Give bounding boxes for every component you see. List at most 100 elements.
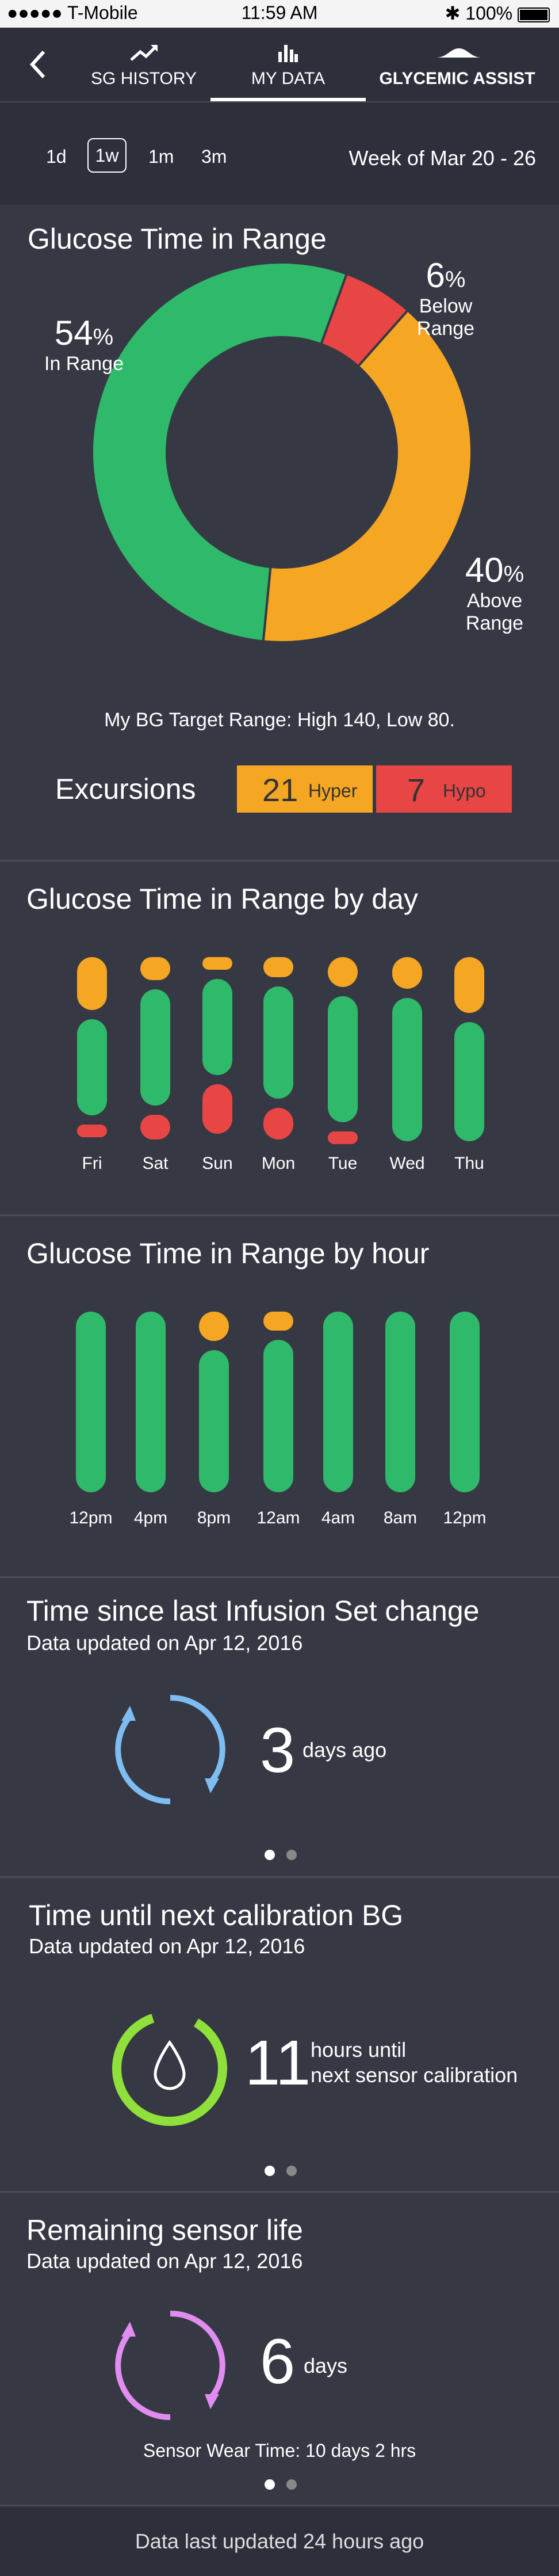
x-axis-label: 12am — [256, 1508, 300, 1527]
by-hour-card: Glucose Time in Range by hour 12pm 4pm 8pm… — [0, 1216, 559, 1576]
below-range-text1: Below — [419, 295, 473, 317]
in-range-label: 54% In Range — [44, 313, 124, 375]
sensor-cycle-icon — [115, 2310, 225, 2421]
bar-segment-above — [328, 957, 358, 987]
bar-segment-in-range — [199, 1350, 229, 1492]
bar-segment-in-range — [392, 997, 422, 1141]
divider — [0, 2191, 559, 2193]
by-hour-chart: 12pm 4pm 8pm 12am 4am 8am 12pm — [0, 1216, 559, 1576]
above-range-value: 40 — [465, 551, 504, 589]
bar-segment-in-range — [202, 979, 232, 1076]
above-range-pct: % — [503, 562, 524, 587]
page-indicator-active[interactable] — [265, 1850, 275, 1860]
page-indicator[interactable] — [286, 1850, 297, 1860]
week-label[interactable]: Week of Mar 20 - 26 — [349, 146, 536, 170]
x-axis-label: Mon — [261, 1154, 296, 1173]
last-updated-text: Data last updated 24 hours ago — [135, 2529, 424, 2553]
page-indicator-active[interactable] — [265, 2166, 275, 2176]
wave-icon — [436, 48, 482, 58]
time-in-range-card: Glucose Time in Range 54% In Range 6% Be… — [0, 205, 559, 860]
x-axis-label: Thu — [454, 1154, 484, 1173]
divider — [0, 1876, 559, 1878]
bar-segment-above — [140, 957, 170, 981]
tab-label: MY DATA — [251, 69, 326, 88]
page-indicator-active[interactable] — [265, 2479, 275, 2490]
x-axis-label: 8am — [383, 1508, 418, 1527]
bar-segment-in-range — [263, 1339, 293, 1492]
top-navigation: SG HISTORY MY DATA GLYCEMIC ASSIST — [0, 28, 559, 102]
x-axis-label: Sat — [142, 1154, 169, 1173]
bluetooth-icon: ✱ — [445, 3, 461, 24]
back-button[interactable] — [26, 47, 49, 82]
sensor-value: 6 — [260, 2326, 296, 2397]
divider — [0, 860, 559, 862]
infusion-value: 3 — [260, 1715, 296, 1786]
bar-segment-above — [77, 957, 107, 1011]
tab-label: GLYCEMIC ASSIST — [379, 69, 535, 88]
sensor-card: Remaining sensor life Data updated on Ap… — [0, 2193, 559, 2505]
page-indicator[interactable] — [286, 2166, 297, 2176]
bar-segment-in-range — [76, 1312, 106, 1492]
bar-segment-below — [328, 1131, 358, 1144]
below-range-pct: % — [445, 267, 466, 292]
tab-glycemic-assist[interactable]: GLYCEMIC ASSIST — [374, 28, 541, 101]
hypo-label: Hypo — [443, 780, 486, 801]
bar-segment-below — [77, 1125, 107, 1138]
calibration-value: 11 — [245, 2028, 311, 2098]
divider — [0, 1576, 559, 1578]
range-1d[interactable]: 1d — [46, 146, 67, 167]
bar-segment-in-range — [140, 989, 170, 1106]
x-axis-label: 12pm — [69, 1508, 113, 1527]
footer: Data last updated 24 hours ago — [0, 2506, 559, 2576]
in-range-text: In Range — [44, 353, 124, 375]
x-axis-label: Wed — [389, 1154, 425, 1173]
infusion-unit: days ago — [303, 1738, 387, 1762]
hyper-badge[interactable]: 21 Hyper — [237, 765, 373, 813]
above-range-text2: Range — [465, 612, 524, 634]
bar-segment-below — [263, 1108, 293, 1140]
chevron-left-icon — [29, 50, 45, 79]
calibration-ring-icon — [112, 2011, 227, 2126]
donut-slice-above-range — [262, 308, 473, 643]
card-title: Time since last Infusion Set change — [26, 1595, 480, 1627]
bar-segment-in-range — [323, 1312, 353, 1492]
hyper-label: Hyper — [308, 780, 358, 801]
bar-segment-above — [392, 957, 422, 989]
tab-label: SG HISTORY — [91, 69, 197, 88]
x-axis-label: Sun — [202, 1154, 233, 1173]
bar-segment-in-range — [450, 1312, 480, 1492]
filter-bar: 1d 1w 1m 3m Week of Mar 20 - 26 — [0, 102, 559, 205]
card-title: Glucose Time in Range — [28, 223, 327, 255]
sensor-wear-time: Sensor Wear Time: 10 days 2 hrs — [143, 2440, 416, 2461]
tab-sg-history[interactable]: SG HISTORY — [81, 28, 207, 101]
trend-icon — [130, 45, 158, 61]
hyper-count: 21 — [262, 772, 298, 808]
refresh-cycle-icon — [115, 1694, 225, 1805]
range-1w[interactable]: 1w — [87, 138, 127, 173]
x-axis-label: Tue — [328, 1154, 358, 1173]
x-axis-label: Fri — [82, 1154, 102, 1173]
in-range-value: 54 — [54, 314, 93, 352]
updated-text: Data updated on Apr 12, 2016 — [29, 1934, 305, 1958]
range-1m[interactable]: 1m — [148, 146, 174, 167]
bar-segment-in-range — [454, 1022, 484, 1141]
tab-my-data[interactable]: MY DATA — [210, 28, 366, 101]
hypo-badge[interactable]: 7 Hypo — [376, 765, 512, 813]
target-range: My BG Target Range: High 140, Low 80. — [104, 709, 455, 731]
by-day-chart: Fri Sat Sun Mon Tue Wed Thu — [0, 862, 559, 1214]
x-axis-label: 4pm — [133, 1508, 168, 1527]
below-range-text2: Range — [416, 318, 475, 340]
range-3m[interactable]: 3m — [201, 146, 227, 167]
bar-segment-in-range — [385, 1312, 415, 1492]
battery-icon — [518, 7, 550, 22]
bar-segment-above — [263, 1312, 293, 1331]
card-title: Time until next calibration BG — [29, 1899, 404, 1931]
page-indicator[interactable] — [286, 2479, 297, 2490]
card-title: Remaining sensor life — [26, 2214, 303, 2246]
card-title: Glucose Time in Range by hour — [26, 1237, 430, 1270]
bar-chart-icon — [278, 45, 298, 62]
bar-segment-above — [454, 957, 484, 1013]
divider — [0, 1214, 559, 1216]
battery-percent: 100% — [465, 3, 513, 24]
updated-text: Data updated on Apr 12, 2016 — [26, 1631, 303, 1655]
